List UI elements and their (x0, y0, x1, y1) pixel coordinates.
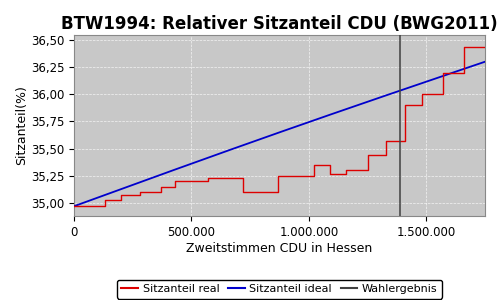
Legend: Sitzanteil real, Sitzanteil ideal, Wahlergebnis: Sitzanteil real, Sitzanteil ideal, Wahle… (117, 280, 442, 298)
X-axis label: Zweitstimmen CDU in Hessen: Zweitstimmen CDU in Hessen (186, 242, 372, 254)
Title: BTW1994: Relativer Sitzanteil CDU (BWG2011): BTW1994: Relativer Sitzanteil CDU (BWG20… (61, 15, 498, 33)
Y-axis label: Sitzanteil(%): Sitzanteil(%) (15, 85, 28, 165)
